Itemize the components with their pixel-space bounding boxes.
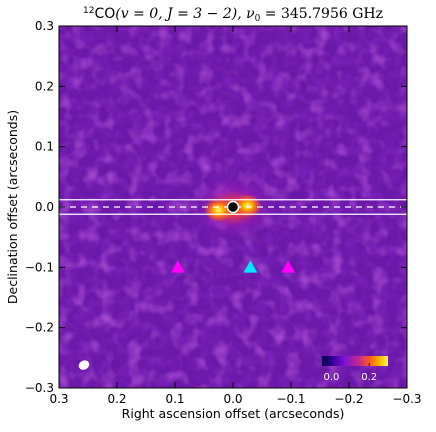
y-tick-label-2: 0.1 xyxy=(35,140,54,154)
slit-lines xyxy=(59,199,407,215)
title-species: CO xyxy=(94,6,115,22)
colorbar-tick-label-0: 0.0 xyxy=(323,372,339,383)
y-tick-label-4: −0.1 xyxy=(25,260,54,274)
y-tick-label-6: −0.3 xyxy=(25,381,54,395)
emission-peak-0 xyxy=(203,198,234,222)
x-tick-label-5: −0.2 xyxy=(334,392,363,406)
y-tick-label-5: −0.2 xyxy=(25,321,54,335)
x-tick-label-0: 0.3 xyxy=(49,392,68,406)
central-star-marker xyxy=(226,200,240,214)
title-nu-subscript: 0 xyxy=(255,14,261,24)
title-isotope: 12 xyxy=(83,6,94,16)
x-tick-label-6: −0.3 xyxy=(392,392,421,406)
triangle-marker-0 xyxy=(170,260,185,273)
y-tick-label-1: 0.2 xyxy=(35,79,54,93)
y-tick-label-0: 0.3 xyxy=(35,19,54,33)
heatmap-image: 0.0 0.2 xyxy=(59,26,407,388)
title-frequency: = 345.7956 GHz xyxy=(260,6,383,22)
chart-title: 12CO(v = 0, J = 3 − 2), ν0 = 345.7956 GH… xyxy=(83,6,383,24)
x-axis-label: Right ascension offset (arcseconds) xyxy=(122,406,345,421)
colorbar-gradient xyxy=(322,356,388,366)
colorbar: 0.0 0.2 xyxy=(322,356,388,383)
colorbar-ticks: 0.0 0.2 xyxy=(323,363,377,383)
markers-layer xyxy=(78,200,296,370)
x-tick-label-3: 0.0 xyxy=(223,392,242,406)
y-tick-label-3: 0.0 xyxy=(35,200,54,214)
title-transition: (v = 0, J = 3 − 2), ν xyxy=(115,6,255,22)
x-tick-label-2: 0.1 xyxy=(165,392,184,406)
x-tick-label-4: −0.1 xyxy=(276,392,305,406)
colorbar-tick-label-1: 0.2 xyxy=(361,372,377,383)
x-tick-label-1: 0.2 xyxy=(107,392,126,406)
y-axis-label: Declination offset (arcseconds) xyxy=(5,110,20,304)
beam-ellipse xyxy=(78,360,90,370)
triangle-marker-2 xyxy=(281,260,296,273)
triangle-marker-1 xyxy=(243,260,258,273)
axes: 0.3 0.2 0.1 0.0 −0.1 −0.2 −0.30.30.20.10.0−0.1… xyxy=(25,19,422,406)
